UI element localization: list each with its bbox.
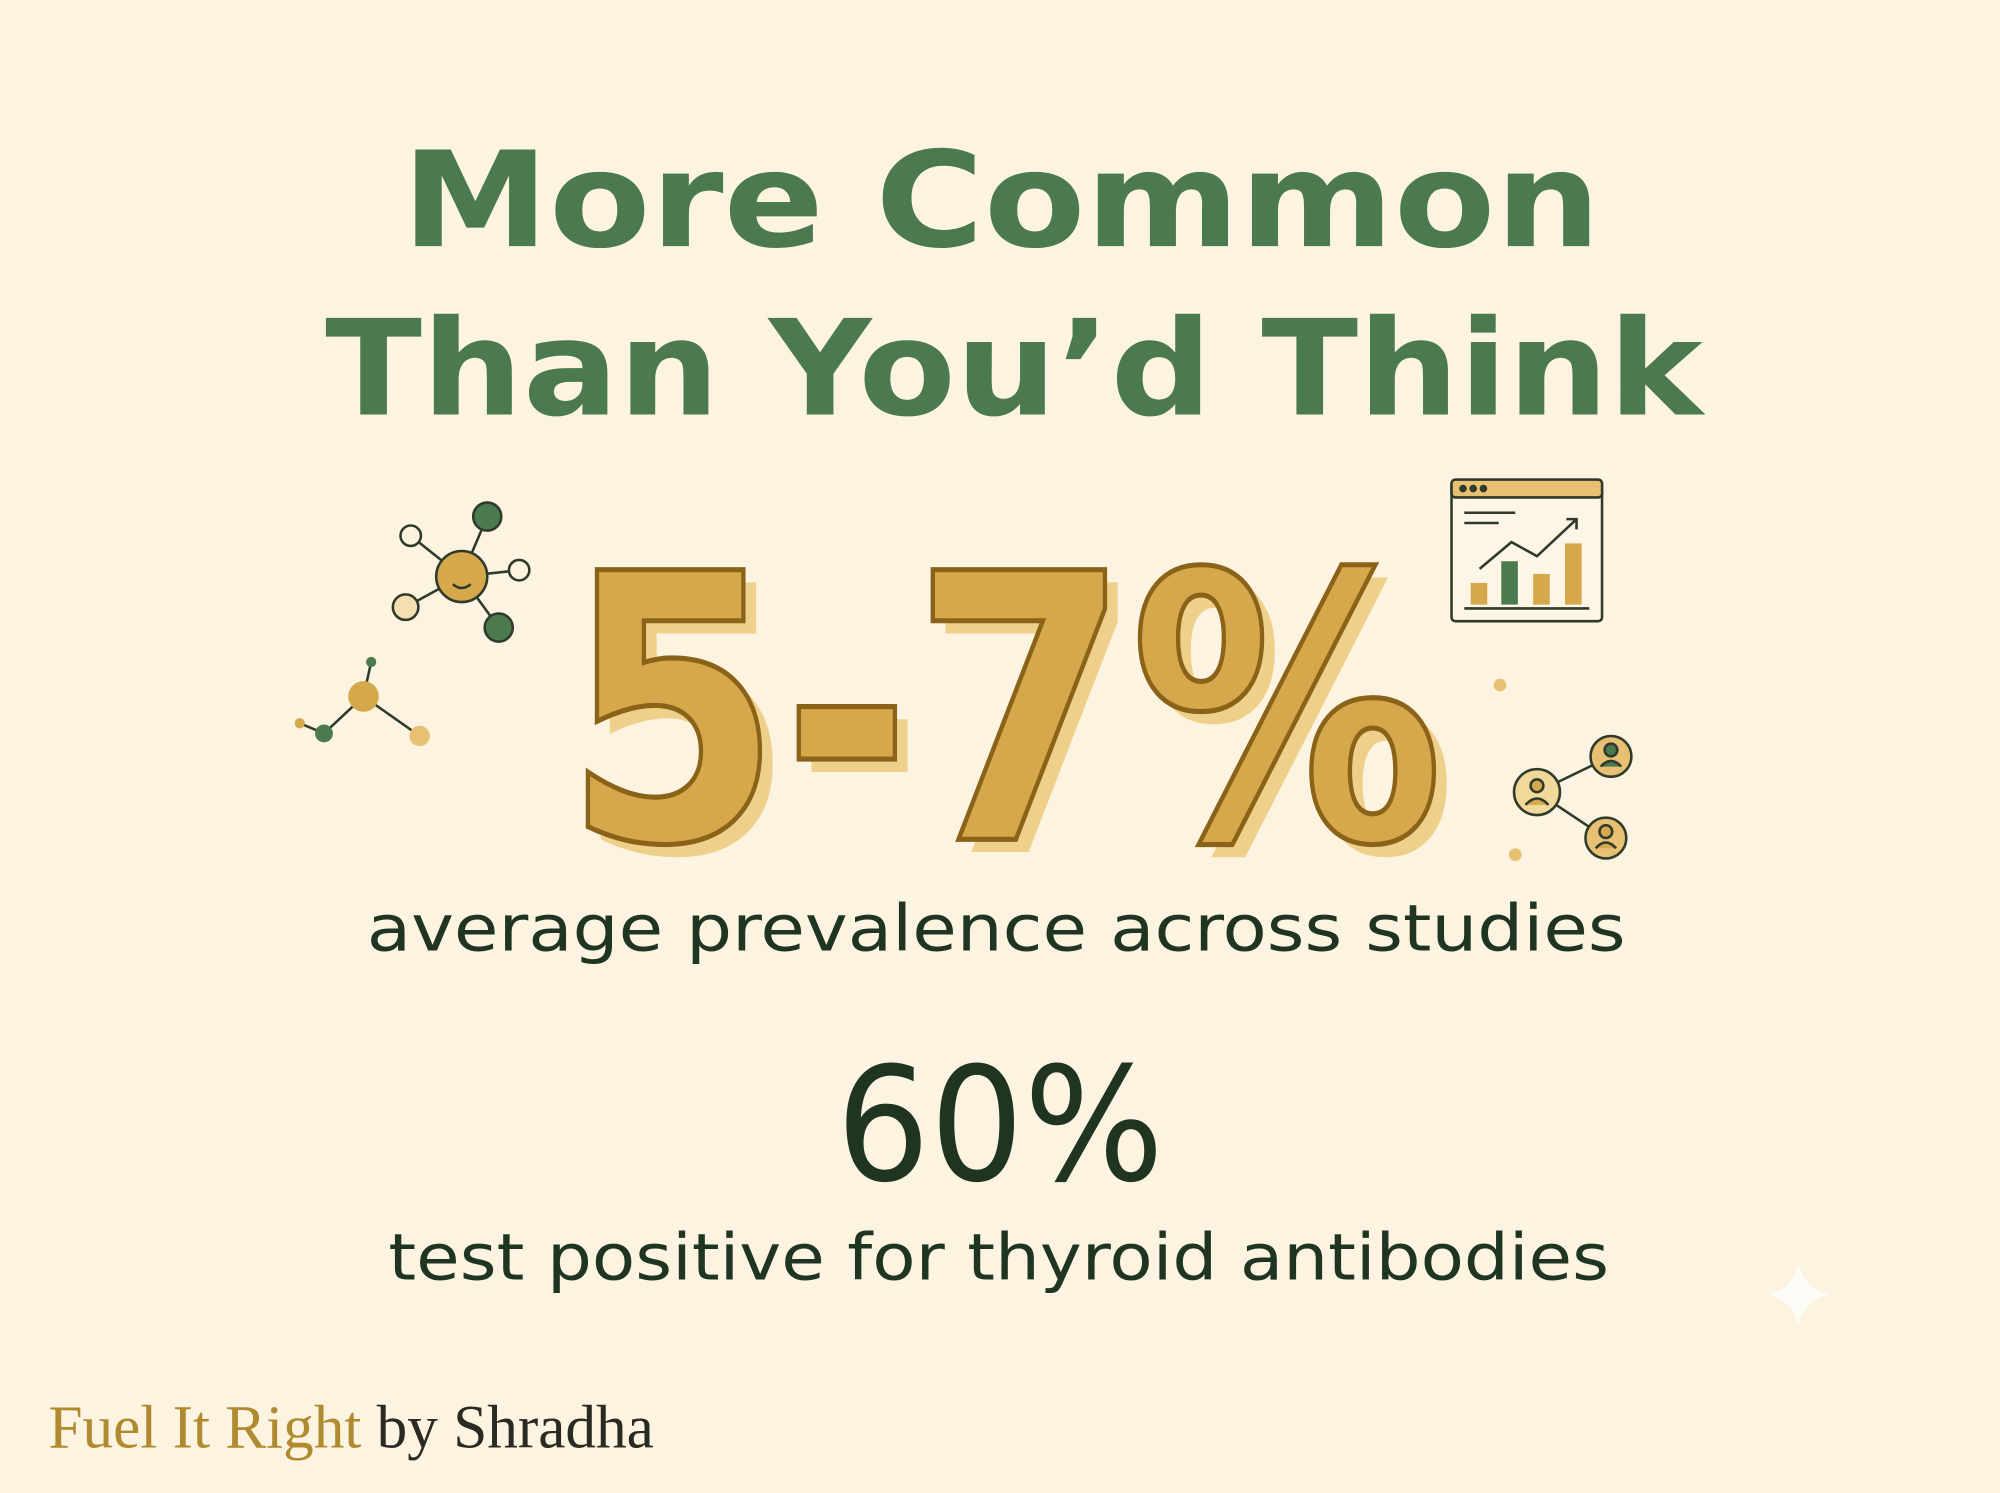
footer: Fuel It Right by Shradha xyxy=(48,1394,653,1462)
chart-icon xyxy=(1450,478,1604,623)
title-line: Than You’d Think xyxy=(325,293,1706,447)
molecule-icon xyxy=(391,501,531,643)
stat-value: 60% xyxy=(836,1034,1164,1218)
network-icon xyxy=(1512,734,1633,860)
title-line: More Common xyxy=(402,124,1601,278)
stat-label: average prevalence across studies xyxy=(367,892,1626,966)
stat-value: 5-7% xyxy=(564,497,1444,927)
stat-label: test positive for thyroid antibodies xyxy=(388,1221,1609,1295)
footer-brand: Fuel It Right xyxy=(48,1394,361,1462)
footer-byline: by Shradha xyxy=(377,1394,654,1462)
dot xyxy=(1508,848,1522,861)
dot xyxy=(1493,678,1507,692)
sparkle xyxy=(1766,1262,1831,1327)
molecule-icon xyxy=(294,656,430,747)
stat-shadow: 5-7% xyxy=(577,510,1457,940)
